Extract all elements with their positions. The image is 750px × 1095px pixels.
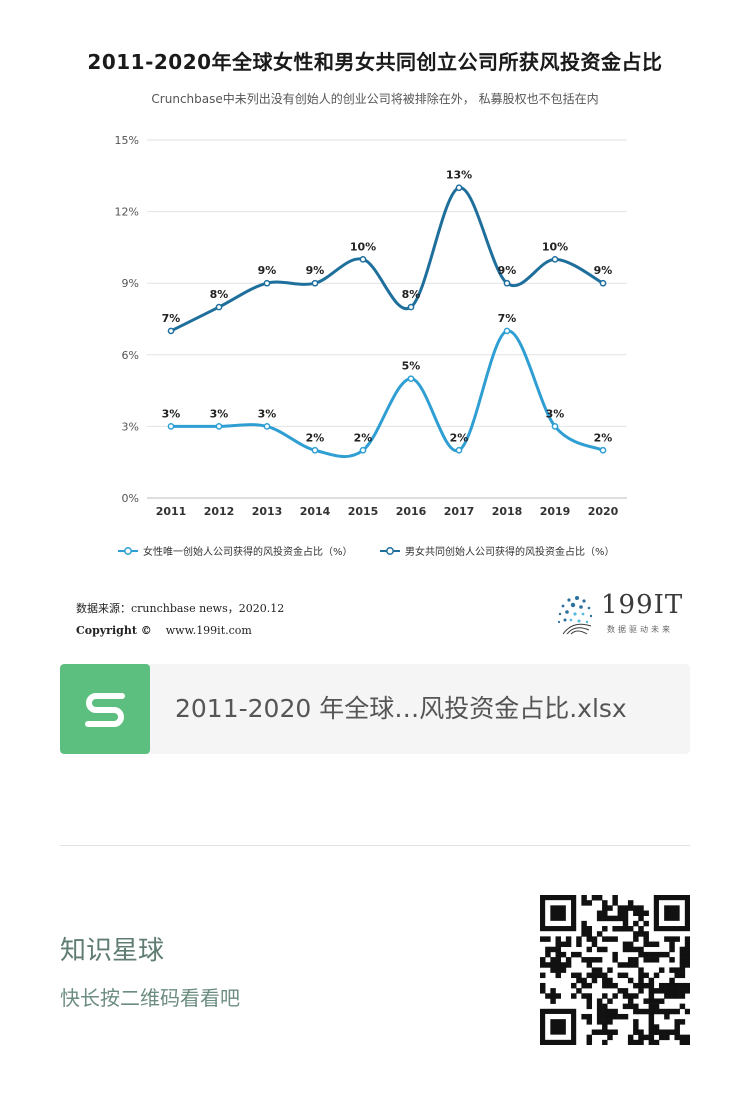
x-tick-label: 2014 — [300, 505, 331, 518]
data-point — [263, 423, 271, 430]
data-label: 13% — [446, 169, 472, 182]
series-line-1 — [171, 329, 604, 459]
footer-subtitle: 快长按二维码看看吧 — [60, 986, 240, 1010]
data-point — [407, 375, 415, 383]
data-point — [167, 423, 175, 430]
x-tick-label: 2019 — [540, 505, 571, 518]
spreadsheet-s-icon — [60, 664, 150, 754]
copyright-line: Copyright © www.199it.com — [76, 620, 284, 642]
y-tick-label: 3% — [122, 420, 139, 433]
data-label: 2% — [450, 431, 469, 444]
series-line-2 — [170, 186, 604, 333]
data-point — [551, 423, 559, 430]
y-tick-label: 12% — [115, 206, 139, 219]
file-name: 2011-2020 年全球…风投资金占比.xlsx — [175, 694, 627, 723]
data-label: 3% — [546, 407, 565, 420]
data-point — [359, 446, 367, 454]
data-label: 2% — [306, 431, 325, 444]
data-point — [167, 327, 175, 335]
data-point — [503, 279, 511, 287]
data-point — [215, 303, 223, 311]
source-text: crunchbase news，2020.12 — [131, 602, 285, 615]
divider — [60, 845, 690, 846]
data-point — [551, 255, 559, 263]
data-label: 2% — [594, 431, 613, 444]
x-tick-label: 2016 — [396, 505, 427, 518]
data-point — [503, 327, 511, 335]
data-point — [455, 446, 463, 454]
source-label: 数据来源： — [76, 602, 131, 615]
data-label: 10% — [350, 240, 376, 253]
x-tick-label: 2013 — [252, 505, 283, 518]
data-label: 9% — [258, 264, 277, 277]
chart-title: 2011-2020年全球女性和男女共同创立公司所获风投资金占比 — [87, 50, 663, 74]
x-tick-label: 2012 — [204, 505, 235, 518]
data-point — [215, 423, 223, 430]
copyright-url: www.199it.com — [165, 624, 252, 637]
y-tick-label: 6% — [122, 349, 139, 362]
y-tick-label: 0% — [122, 492, 139, 505]
qr-code-icon[interactable] — [540, 895, 690, 1045]
data-point — [359, 255, 367, 263]
data-point — [455, 184, 463, 192]
data-point — [599, 446, 607, 454]
legend-label-2: 男女共同创始人公司获得的风投资金占比（%） — [405, 545, 615, 558]
chart-subtitle: Crunchbase中未列出没有创始人的创业公司将被排除在外， 私募股权也不包括… — [151, 92, 599, 106]
data-label: 2% — [354, 431, 373, 444]
x-tick-label: 2011 — [156, 505, 187, 518]
data-label: 7% — [498, 312, 517, 325]
line-chart: 0% 3% 6% 9% 12% 15% 2011 2012 2013 2014 2015 2016 20… — [115, 134, 627, 558]
legend-marker-2 — [386, 547, 394, 555]
data-point — [263, 279, 271, 287]
data-label: 9% — [594, 264, 613, 277]
footer-title: 知识星球 — [60, 936, 165, 966]
logo-text: 199IT — [601, 590, 684, 620]
legend-marker-1 — [124, 547, 132, 555]
data-label: 10% — [542, 240, 568, 253]
data-label: 9% — [498, 264, 517, 277]
y-tick-label: 9% — [122, 277, 139, 290]
copyright-label: Copyright © — [76, 624, 152, 637]
data-label: 3% — [258, 407, 277, 420]
file-attachment-card[interactable]: 2011-2020 年全球…风投资金占比.xlsx — [60, 664, 690, 754]
logo-199it: 199IT 数据驱动未来 — [553, 590, 693, 636]
data-point — [311, 279, 319, 287]
data-label: 9% — [306, 264, 325, 277]
data-label: 5% — [402, 360, 421, 373]
logo-dots-icon — [557, 596, 593, 635]
data-point — [407, 303, 415, 311]
source-line: 数据来源：crunchbase news，2020.12 — [76, 598, 284, 620]
data-label: 3% — [162, 407, 181, 420]
data-label: 8% — [210, 288, 229, 301]
x-tick-label: 2020 — [588, 505, 619, 518]
legend-label-1: 女性唯一创始人公司获得的风投资金占比（%） — [143, 545, 353, 558]
data-label: 8% — [402, 288, 421, 301]
x-tick-label: 2018 — [492, 505, 523, 518]
y-tick-label: 15% — [115, 134, 139, 147]
data-point — [599, 279, 607, 287]
x-tick-label: 2017 — [444, 505, 475, 518]
data-label: 7% — [162, 312, 181, 325]
x-tick-label: 2015 — [348, 505, 379, 518]
source-block: 数据来源：crunchbase news，2020.12 Copyright ©… — [76, 598, 284, 642]
logo-tagline: 数据驱动未来 — [607, 625, 673, 634]
data-point — [311, 446, 319, 454]
data-label: 3% — [210, 407, 229, 420]
